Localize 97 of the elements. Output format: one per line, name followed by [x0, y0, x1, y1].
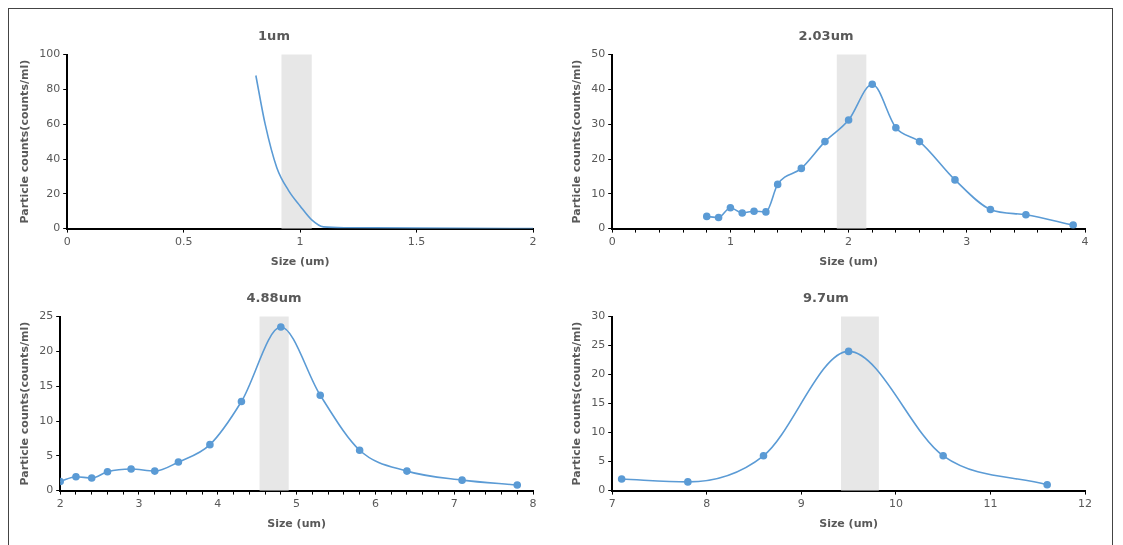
point [759, 452, 767, 460]
point [891, 123, 900, 132]
y-tick-label: 0 [53, 221, 61, 235]
point [355, 446, 364, 455]
point [103, 468, 112, 476]
point [950, 176, 959, 184]
x-tick-label: 8 [702, 497, 710, 511]
y-tick-label: 60 [46, 117, 61, 131]
x-tick-label: 2 [529, 235, 537, 249]
point [797, 164, 805, 173]
y-tick-label: 40 [590, 82, 605, 96]
x-tick-label: 3 [135, 497, 143, 511]
point [458, 476, 466, 484]
y-tick-label: 10 [39, 413, 54, 427]
x-tick-label: 7 [608, 497, 616, 511]
y-tick-label: 20 [590, 367, 605, 381]
point [938, 452, 947, 460]
point [127, 465, 135, 473]
point [683, 478, 692, 486]
chart-title: 2.03um [798, 28, 853, 44]
y-axis-title: Particle counts(counts/ml) [569, 321, 583, 486]
y-tick-label: 25 [39, 309, 54, 323]
x-tick-label: 2 [56, 497, 64, 511]
y-tick-label: 15 [39, 379, 54, 393]
x-tick-label: 1 [296, 235, 304, 249]
point [702, 212, 711, 221]
point [1042, 481, 1051, 489]
x-tick-label: 1.5 [407, 235, 426, 249]
y-tick-label: 0 [597, 221, 605, 235]
x-tick-label: 9 [797, 497, 805, 511]
y-axis-title: Particle counts(counts/ml) [569, 59, 583, 224]
y-tick-label: 80 [46, 82, 61, 96]
y-tick-label: 30 [590, 117, 605, 131]
point [737, 209, 746, 217]
point [1021, 210, 1030, 219]
y-axis-title: Particle counts(counts/ml) [18, 59, 32, 224]
point [820, 137, 829, 146]
point [867, 80, 876, 88]
y-tick-label: 15 [590, 396, 605, 410]
x-axis-title: Size (um) [818, 255, 878, 269]
x-tick-label: 12 [1077, 497, 1092, 511]
point [174, 458, 183, 466]
point [277, 323, 285, 331]
x-tick-label: 8 [529, 497, 537, 511]
y-tick-label: 40 [46, 151, 61, 165]
x-tick-label: 3 [962, 235, 970, 249]
point [513, 481, 522, 489]
point [714, 213, 722, 222]
y-tick-label: 20 [590, 151, 605, 165]
y-tick-label: 50 [590, 47, 605, 61]
y-axis-title: Particle counts(counts/ml) [18, 321, 32, 486]
x-axis-title: Size (um) [818, 517, 878, 531]
y-tick-label: 0 [46, 483, 54, 497]
y-tick-label: 10 [590, 425, 605, 439]
chart-title: 1um [258, 28, 290, 44]
x-tick-label: 10 [888, 497, 903, 511]
point [87, 474, 96, 482]
point [1068, 221, 1077, 229]
x-tick-label: 0.5 [174, 235, 193, 249]
point [316, 391, 325, 400]
chart-title: 9.7um [802, 290, 849, 306]
y-tick-label: 5 [597, 454, 605, 468]
x-tick-label: 0 [608, 235, 616, 249]
y-tick-label: 100 [39, 47, 61, 61]
y-tick-label: 30 [590, 309, 605, 323]
y-tick-label: 20 [39, 344, 54, 358]
x-tick-label: 0 [63, 235, 71, 249]
point [403, 467, 411, 475]
x-tick-label: 2 [844, 235, 852, 249]
point [915, 137, 923, 146]
point [749, 207, 758, 215]
point [150, 467, 159, 475]
x-tick-label: 11 [982, 497, 997, 511]
x-tick-label: 1 [726, 235, 734, 249]
point [237, 397, 246, 406]
point [206, 440, 214, 449]
point [986, 205, 994, 214]
point [844, 347, 852, 356]
y-tick-label: 10 [590, 186, 605, 200]
y-tick-label: 0 [597, 483, 605, 497]
x-tick-label: 6 [371, 497, 379, 511]
y-tick-label: 20 [46, 186, 61, 200]
x-tick-label: 7 [450, 497, 458, 511]
x-tick-label: 4 [1081, 235, 1088, 249]
y-tick-label: 5 [46, 448, 54, 462]
point [72, 472, 80, 481]
point [844, 116, 852, 124]
y-tick-label: 25 [590, 338, 605, 352]
point [761, 208, 770, 216]
x-tick-label: 5 [293, 497, 301, 511]
point [773, 180, 781, 189]
point [617, 475, 625, 483]
x-tick-label: 4 [214, 497, 222, 511]
chart-title: 4.88um [246, 290, 302, 306]
x-axis-title: Size (um) [270, 255, 330, 269]
point [726, 203, 734, 212]
x-axis-title: Size (um) [267, 517, 326, 531]
